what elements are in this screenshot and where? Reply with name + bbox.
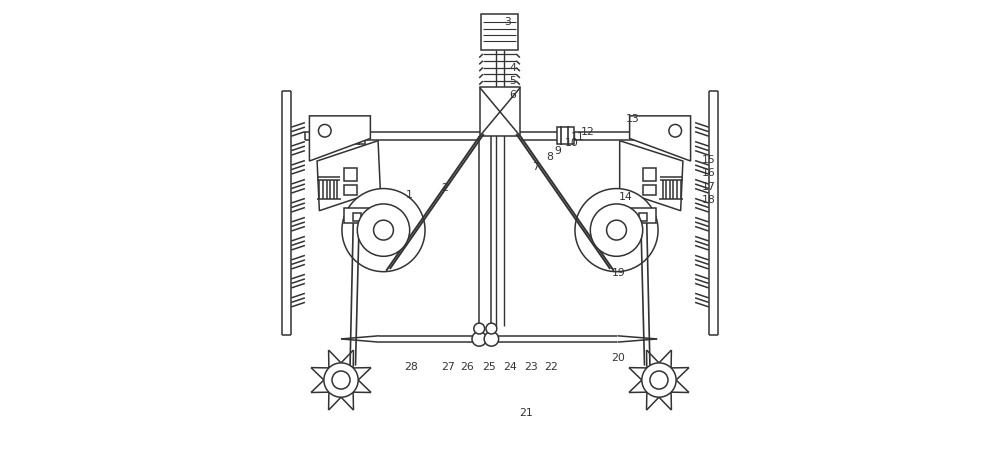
Circle shape (332, 371, 350, 389)
Circle shape (357, 204, 410, 256)
Text: 21: 21 (519, 408, 533, 418)
Bar (639, 213, 647, 221)
Circle shape (486, 323, 497, 334)
Text: 27: 27 (441, 362, 454, 372)
Text: 23: 23 (524, 362, 538, 372)
Text: 16: 16 (702, 168, 716, 178)
Polygon shape (317, 141, 380, 211)
Circle shape (342, 188, 425, 272)
Text: 9: 9 (554, 146, 561, 156)
Text: 8: 8 (546, 151, 553, 162)
Text: 18: 18 (702, 195, 716, 205)
Text: 3: 3 (504, 17, 511, 27)
Bar (480, 87, 520, 136)
Bar (643, 168, 656, 181)
Text: 14: 14 (619, 192, 632, 202)
Circle shape (318, 125, 331, 137)
Text: 22: 22 (544, 362, 557, 372)
Circle shape (590, 204, 643, 256)
Text: 7: 7 (532, 162, 539, 172)
Text: 11: 11 (571, 132, 585, 142)
Circle shape (472, 332, 486, 346)
Polygon shape (309, 116, 370, 161)
Text: 2: 2 (441, 183, 448, 193)
Text: 17: 17 (702, 182, 716, 192)
Text: 28: 28 (404, 362, 418, 372)
Polygon shape (620, 141, 683, 211)
Text: 6: 6 (509, 90, 516, 100)
Bar (344, 168, 357, 181)
Bar (353, 213, 361, 221)
Circle shape (324, 363, 358, 397)
Bar (631, 208, 656, 223)
Text: 5: 5 (509, 76, 516, 86)
Polygon shape (630, 116, 691, 161)
Circle shape (484, 332, 499, 346)
Circle shape (474, 323, 485, 334)
Text: 15: 15 (702, 154, 716, 164)
Bar (557, 127, 574, 145)
Text: 1: 1 (405, 190, 412, 200)
Bar (348, 127, 365, 145)
Circle shape (650, 371, 668, 389)
Text: 12: 12 (581, 127, 594, 137)
Text: 24: 24 (503, 362, 517, 372)
Circle shape (575, 188, 658, 272)
Text: 10: 10 (564, 138, 578, 148)
Text: 19: 19 (611, 268, 625, 278)
Bar (344, 208, 369, 223)
Bar (643, 185, 656, 195)
Text: 25: 25 (482, 362, 496, 372)
Circle shape (642, 363, 676, 397)
Circle shape (374, 220, 393, 240)
Circle shape (607, 220, 626, 240)
Bar (481, 14, 518, 50)
Bar (344, 185, 357, 195)
Text: 26: 26 (461, 362, 474, 372)
Text: 4: 4 (509, 63, 516, 72)
Text: 13: 13 (625, 114, 639, 124)
Text: 20: 20 (611, 353, 625, 363)
Circle shape (669, 125, 682, 137)
